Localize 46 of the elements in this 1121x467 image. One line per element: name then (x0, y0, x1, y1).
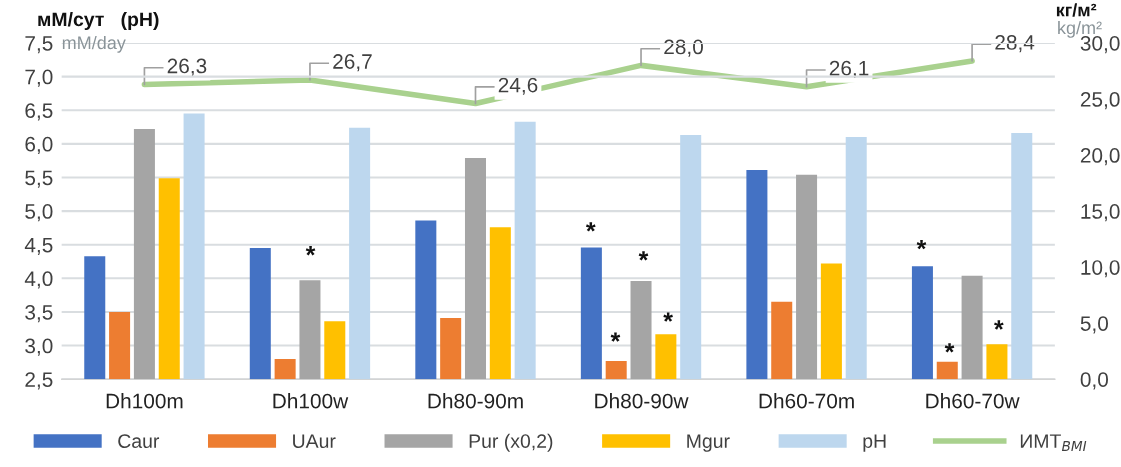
annotation: * (610, 332, 621, 342)
y-tick-label: 3,0 (25, 338, 53, 356)
y2-tick-label: 5,0 (1080, 316, 1109, 334)
data-label: 26,1 (829, 60, 869, 79)
annotation: * (585, 222, 596, 232)
annotation: * (916, 240, 927, 250)
y-tick-label: 5,5 (25, 170, 53, 188)
y2-tick-label: 10,0 (1081, 260, 1120, 278)
y-tick-label: 6,5 (25, 103, 53, 121)
y-tick-label: 6,0 (25, 136, 53, 155)
annotation: * (663, 312, 673, 322)
y2-axis-title: кг/м² (1056, 3, 1097, 17)
y-tick-label: 3,5 (25, 304, 53, 323)
annotation: * (638, 251, 649, 261)
x-tick-label: Dh60-70w (926, 393, 1020, 409)
legend-label: ИМТ$_{BMI}$ (1020, 434, 1087, 451)
y-tick-label: 4,5 (24, 237, 53, 255)
x-tick-label: Dh80-90w (595, 393, 689, 409)
y-axis-title: мМ/сут (pH) (38, 11, 159, 31)
y-tick-label: 7,5 (25, 36, 53, 54)
data-label: 26,7 (333, 54, 372, 72)
y2-tick-label: 25,0 (1080, 92, 1120, 110)
legend-label: Pur (x0,2) (469, 433, 553, 452)
y2-tick-label: 30,0 (1080, 35, 1120, 54)
text: kg/m² (1058, 21, 1102, 38)
y-tick-label: 5,0 (25, 204, 53, 222)
y-tick-label: 7,0 (25, 69, 53, 87)
legend-label: Mgur (687, 434, 730, 452)
x-tick-label: Dh60-70m (759, 393, 854, 409)
x-tick-label: Dh80-90m (428, 393, 523, 409)
y2-tick-label: 0,0 (1080, 372, 1109, 390)
x-tick-label: Dh100w (273, 393, 349, 409)
data-label: 24,6 (498, 77, 538, 95)
annotation: * (944, 343, 955, 353)
y2-tick-label: 20,0 (1080, 148, 1120, 166)
x-tick-label: Dh100m (106, 393, 183, 409)
data-label: 26,3 (167, 58, 207, 76)
legend-label: Caur (118, 434, 160, 448)
annotation: mM/day (62, 35, 126, 53)
annotation: * (994, 320, 1004, 330)
y2-tick-label: 15,0 (1081, 204, 1120, 222)
legend-label: pH (863, 434, 886, 452)
y-tick-label: 2,5 (25, 372, 53, 390)
y-tick-label: 4,0 (24, 271, 53, 289)
annotation: * (305, 246, 316, 256)
legend-label: UAur (293, 434, 336, 448)
